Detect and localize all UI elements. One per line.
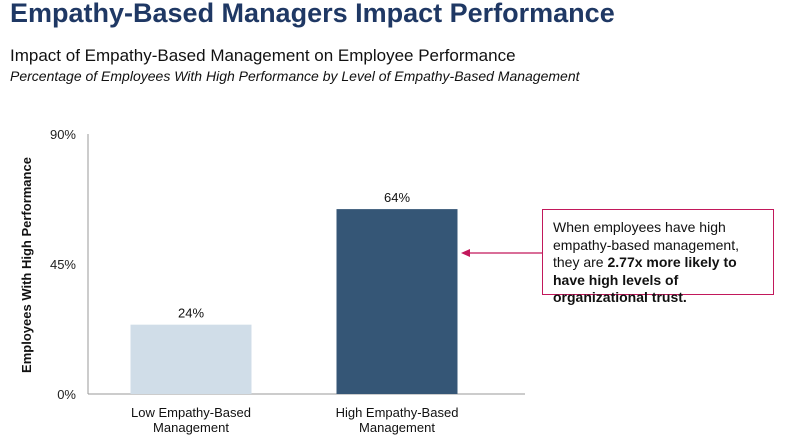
chart-description: Percentage of Employees With High Perfor… bbox=[10, 68, 580, 84]
x-tick-label: Management bbox=[153, 420, 229, 435]
callout-text: When employees have high empathy-based m… bbox=[553, 219, 739, 270]
x-tick-label: Low Empathy-Based bbox=[131, 405, 251, 420]
callout-box: When employees have high empathy-based m… bbox=[542, 209, 774, 305]
y-tick-label: 90% bbox=[50, 127, 76, 142]
y-tick-label: 0% bbox=[57, 387, 76, 402]
bar-value-label: 64% bbox=[384, 190, 410, 205]
callout-highlight: 2.77x more likely to have high levels of… bbox=[553, 254, 737, 305]
y-axis-title: Employees With High Performance bbox=[19, 157, 34, 373]
bar-value-label: 24% bbox=[178, 306, 204, 321]
bar-2 bbox=[336, 209, 458, 394]
page-title: Empathy-Based Managers Impact Performanc… bbox=[10, 0, 615, 28]
callout-arrow-head bbox=[461, 249, 470, 257]
y-tick-label: 45% bbox=[50, 257, 76, 272]
bar-1 bbox=[130, 324, 252, 394]
x-tick-label: High Empathy-Based bbox=[336, 405, 459, 420]
chart-subtitle: Impact of Empathy-Based Management on Em… bbox=[10, 46, 516, 65]
x-tick-label: Management bbox=[359, 420, 435, 435]
